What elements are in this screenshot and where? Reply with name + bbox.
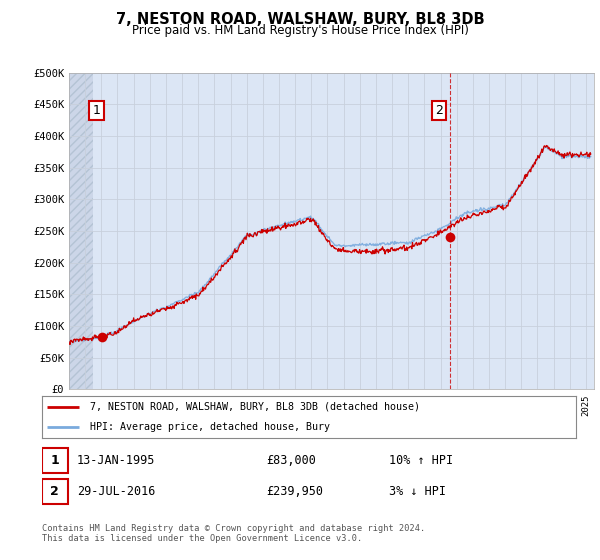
Text: 13-JAN-1995: 13-JAN-1995 <box>77 454 155 467</box>
Bar <box>69 67 93 389</box>
Text: Price paid vs. HM Land Registry's House Price Index (HPI): Price paid vs. HM Land Registry's House … <box>131 24 469 36</box>
Text: 10% ↑ HPI: 10% ↑ HPI <box>389 454 453 467</box>
Text: 3% ↓ HPI: 3% ↓ HPI <box>389 485 446 498</box>
Text: 7, NESTON ROAD, WALSHAW, BURY, BL8 3DB (detached house): 7, NESTON ROAD, WALSHAW, BURY, BL8 3DB (… <box>90 402 420 412</box>
Text: 2: 2 <box>50 485 59 498</box>
Text: £83,000: £83,000 <box>266 454 316 467</box>
Text: 7, NESTON ROAD, WALSHAW, BURY, BL8 3DB: 7, NESTON ROAD, WALSHAW, BURY, BL8 3DB <box>116 12 484 27</box>
Text: HPI: Average price, detached house, Bury: HPI: Average price, detached house, Bury <box>90 422 330 432</box>
Bar <box>69 67 93 389</box>
Text: 1: 1 <box>50 454 59 467</box>
Text: 2: 2 <box>435 104 443 117</box>
Text: Contains HM Land Registry data © Crown copyright and database right 2024.
This d: Contains HM Land Registry data © Crown c… <box>42 524 425 543</box>
Text: £239,950: £239,950 <box>266 485 323 498</box>
Bar <box>42 479 68 503</box>
Text: 29-JUL-2016: 29-JUL-2016 <box>77 485 155 498</box>
Text: 1: 1 <box>92 104 100 117</box>
Bar <box>42 449 68 473</box>
